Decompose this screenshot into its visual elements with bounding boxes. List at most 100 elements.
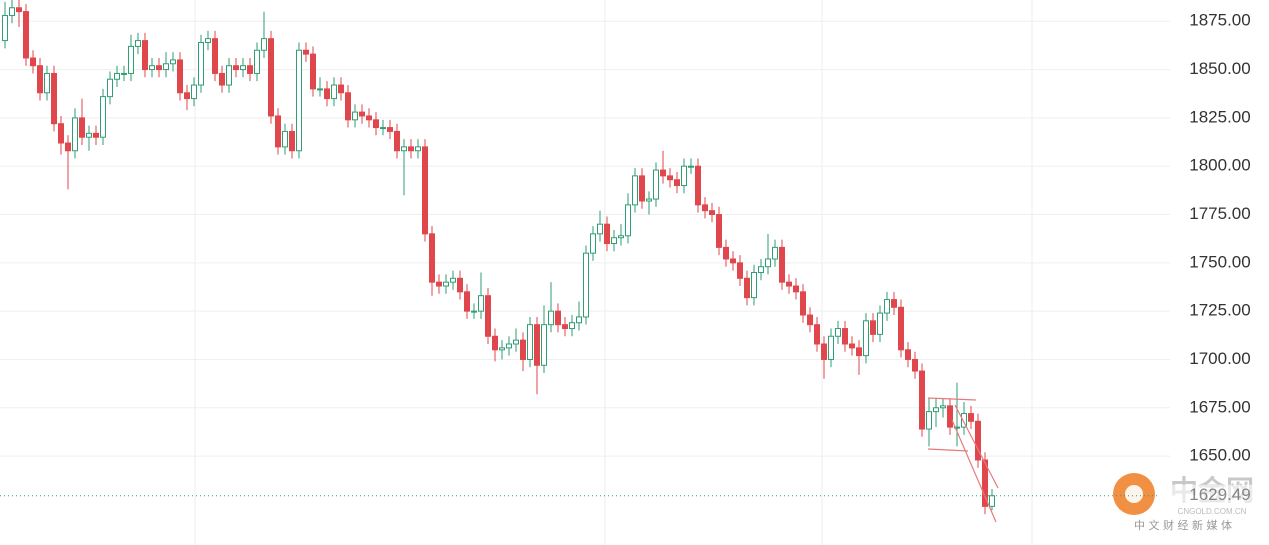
- candle-body: [471, 310, 477, 313]
- candle-body: [933, 407, 939, 413]
- candle-body: [975, 420, 981, 461]
- last-price-box: [1160, 484, 1269, 507]
- trend-line: [927, 448, 969, 452]
- candle-body: [926, 411, 932, 430]
- candle-body: [450, 277, 456, 283]
- candle-body: [233, 65, 239, 71]
- candle-body: [212, 38, 218, 74]
- candle-body: [562, 324, 568, 330]
- candle-body: [464, 291, 470, 312]
- candle-body: [618, 235, 624, 239]
- candle-body: [58, 123, 64, 144]
- y-tick-label: 1675.00: [1189, 397, 1250, 416]
- candle-body: [93, 132, 99, 138]
- candle-body: [695, 165, 701, 206]
- candle-body: [149, 65, 155, 71]
- candle-body: [23, 11, 29, 59]
- candle-body: [282, 130, 288, 148]
- candle-body: [667, 175, 673, 181]
- candle-body: [177, 59, 183, 94]
- vertical-grid: [194, 0, 1033, 545]
- candle-body: [478, 295, 484, 312]
- candle-body: [786, 281, 792, 287]
- candle-body: [2, 14, 8, 42]
- candle-body: [359, 111, 365, 117]
- candle-body: [436, 281, 442, 287]
- y-tick-label: 1650.00: [1189, 446, 1250, 465]
- candle-body: [842, 328, 848, 345]
- candle-body: [513, 339, 519, 345]
- candle-body: [9, 7, 15, 16]
- candle-body: [107, 78, 113, 98]
- trend-line: [927, 397, 977, 401]
- candle-body: [954, 426, 960, 429]
- candle-body: [65, 142, 71, 152]
- candle-body: [317, 88, 323, 91]
- candle-body: [380, 127, 386, 130]
- candle-body: [408, 146, 414, 152]
- candle-body: [912, 358, 918, 372]
- candle-body: [366, 115, 372, 121]
- last-price-label: 1629.49: [1189, 485, 1250, 504]
- trend-lines: [927, 397, 999, 523]
- candle-body: [226, 65, 232, 86]
- candle-body: [681, 165, 687, 187]
- candle-body: [184, 92, 190, 100]
- candle-body: [79, 117, 85, 138]
- candle-body: [793, 285, 799, 293]
- candle-body: [688, 165, 694, 168]
- candle-body: [527, 324, 533, 360]
- candle-body: [674, 179, 680, 187]
- y-tick-label: 1825.00: [1189, 107, 1250, 126]
- candle-body: [289, 130, 295, 152]
- candle-body: [709, 210, 715, 216]
- candle-body: [583, 252, 589, 318]
- candle-body: [744, 277, 750, 299]
- candle-body: [569, 322, 575, 330]
- candle-body: [989, 495, 995, 507]
- candle-body: [940, 405, 946, 409]
- candle-body: [919, 370, 925, 430]
- candle-body: [247, 65, 253, 74]
- candle-body: [765, 258, 771, 268]
- candle-body: [198, 42, 204, 86]
- candle-body: [170, 59, 176, 65]
- candle-body: [807, 314, 813, 326]
- candle-body: [114, 72, 120, 80]
- candle-body: [870, 320, 876, 335]
- candle-body: [814, 324, 820, 345]
- candle-body: [268, 38, 274, 117]
- candle-body: [191, 84, 197, 100]
- y-tick-label: 1850.00: [1189, 59, 1250, 78]
- candle-body: [345, 92, 351, 121]
- candle-body: [457, 277, 463, 293]
- candle-body: [541, 324, 547, 366]
- candle-body: [429, 233, 435, 283]
- candle-body: [135, 40, 141, 47]
- candle-body: [51, 72, 57, 125]
- candle-body: [485, 295, 491, 337]
- candle-body: [968, 413, 974, 422]
- candle-body: [163, 63, 169, 71]
- candle-body: [492, 335, 498, 351]
- candle-body: [219, 72, 225, 86]
- candle-body: [751, 272, 757, 299]
- candle-body: [835, 328, 841, 337]
- candle-body: [737, 262, 743, 279]
- trend-line: [951, 419, 997, 523]
- candle-body: [254, 49, 260, 74]
- candle-body: [849, 343, 855, 349]
- candle-body: [625, 204, 631, 237]
- candle-body: [352, 111, 358, 121]
- candle-body: [506, 343, 512, 349]
- candle-body: [632, 175, 638, 206]
- candle-body: [660, 169, 666, 177]
- candle-body: [590, 233, 596, 254]
- y-tick-label: 1875.00: [1189, 11, 1250, 30]
- candle-body: [884, 299, 890, 314]
- y-tick-label: 1750.00: [1189, 252, 1250, 271]
- candle-body: [863, 320, 869, 357]
- candle-body: [415, 146, 421, 152]
